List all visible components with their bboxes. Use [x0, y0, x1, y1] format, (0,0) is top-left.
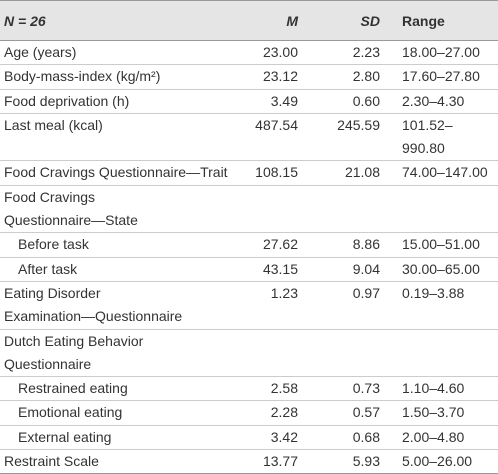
header-row: N = 26 M SD Range: [0, 0, 498, 41]
label-line: Age (years): [4, 44, 77, 60]
row-label: Food Cravings Questionnaire—Trait: [0, 160, 232, 186]
label-line: Examination—Questionnaire: [4, 308, 183, 325]
value-cell: 2.00–4.80: [384, 425, 498, 451]
label-line: Body-mass-index (kg/m²): [4, 68, 161, 85]
label-line: Dutch Eating Behavior: [4, 332, 144, 349]
header-cell: SD: [302, 0, 384, 41]
label-line: Restraint Scale: [4, 453, 99, 470]
label-line: Eating Disorder: [4, 284, 101, 301]
row-label: Food deprivation (h): [0, 89, 232, 114]
value-cell: 0.73: [302, 376, 384, 402]
value-cell: 15.00–51.00: [384, 232, 498, 258]
value-cell: 1.50–3.70: [384, 400, 498, 426]
label-line: Emotional eating: [18, 404, 123, 421]
value-cell: 0.60: [302, 89, 384, 114]
value-cell: 13.77: [232, 449, 302, 474]
value-cell: 0.68: [302, 425, 384, 451]
value-cell: 101.52–990.80: [384, 113, 498, 162]
value-cell: 17.60–27.80: [384, 64, 498, 90]
value-cell: 5.93: [302, 449, 384, 474]
value-cell: 0.57: [302, 400, 384, 426]
value-cell: 5.00–26.00: [384, 449, 498, 474]
table-body: Age (years) 23.00 2.23 18.00–27.00 Body-mass…: [0, 40, 498, 474]
label-line: Before task: [18, 236, 89, 253]
table-row: Food Cravings Questionnaire—State: [0, 185, 498, 234]
table-row: Eating Disorder Examination—Questionnaire…: [0, 281, 498, 330]
value-cell: [384, 329, 498, 378]
row-label: Emotional eating: [0, 400, 232, 426]
table-row: Emotional eating 2.28 0.57 1.50–3.70: [0, 400, 498, 426]
table-row: Before task 27.62 8.86 15.00–51.00: [0, 232, 498, 258]
row-label: Age (years): [0, 40, 232, 66]
value-cell: [384, 185, 498, 234]
table-row: Dutch Eating Behavior Questionnaire: [0, 329, 498, 378]
label-line: After task: [18, 260, 78, 277]
header-cell: M: [232, 0, 302, 41]
header-cell: N = 26: [0, 0, 232, 41]
header-cell: Range: [384, 0, 498, 41]
table-row: Restrained eating 2.58 0.73 1.10–4.60: [0, 376, 498, 402]
table-row: Food Cravings Questionnaire—Trait 108.15 2…: [0, 160, 498, 186]
value-cell: 9.04: [302, 257, 384, 282]
label-line: Last meal (kcal): [4, 116, 103, 133]
table-row: Age (years) 23.00 2.23 18.00–27.00: [0, 40, 498, 66]
value-cell: 18.00–27.00: [384, 40, 498, 66]
table-row: Restraint Scale 13.77 5.93 5.00–26.00: [0, 449, 498, 474]
table-row: Last meal (kcal) 487.54 245.59 101.52–990.8…: [0, 113, 498, 162]
value-cell: 0.19–3.88: [384, 281, 498, 330]
value-cell: 21.08: [302, 160, 384, 186]
label-line: Food Cravings Questionnaire—Trait: [4, 164, 228, 181]
value-cell: 245.59: [302, 113, 384, 162]
table-row: Body-mass-index (kg/m²) 23.12 2.80 17.60–27…: [0, 64, 498, 90]
row-label: Body-mass-index (kg/m²): [0, 64, 232, 90]
value-cell: 8.86: [302, 232, 384, 258]
value-cell: 23.00: [232, 40, 302, 66]
value-cell: 1.10–4.60: [384, 376, 498, 402]
value-cell: 1.23: [232, 281, 302, 330]
value-cell: 2.58: [232, 376, 302, 402]
label-line: Questionnaire—State: [4, 212, 138, 229]
value-cell: 108.15: [232, 160, 302, 186]
table-row: External eating 3.42 0.68 2.00–4.80: [0, 425, 498, 451]
value-cell: 30.00–65.00: [384, 257, 498, 282]
value-cell: 3.49: [232, 89, 302, 114]
label-line: Food Cravings: [4, 188, 96, 205]
value-cell: 487.54: [232, 113, 302, 162]
value-cell: 2.23: [302, 40, 384, 66]
value-cell: [232, 329, 302, 378]
label-line: Questionnaire: [4, 355, 92, 372]
row-label: Food Cravings Questionnaire—State: [0, 185, 232, 234]
label-line: Restrained eating: [18, 380, 128, 397]
row-label: Last meal (kcal): [0, 113, 232, 162]
label-line: Food deprivation (h): [4, 92, 130, 109]
row-label: External eating: [0, 425, 232, 451]
value-cell: 23.12: [232, 64, 302, 90]
value-cell: 27.62: [232, 232, 302, 258]
label-line: External eating: [18, 428, 112, 445]
value-cell: 2.30–4.30: [384, 89, 498, 114]
value-cell: [232, 185, 302, 234]
value-cell: 3.42: [232, 425, 302, 451]
table-row: After task 43.15 9.04 30.00–65.00: [0, 257, 498, 282]
row-label: Before task: [0, 232, 232, 258]
value-cell: 43.15: [232, 257, 302, 282]
row-label: Restrained eating: [0, 376, 232, 402]
value-cell: 74.00–147.00: [384, 160, 498, 186]
row-label: Eating Disorder Examination—Questionnaire: [0, 281, 232, 330]
value-cell: 2.80: [302, 64, 384, 90]
table-row: Food deprivation (h) 3.49 0.60 2.30–4.30: [0, 89, 498, 114]
row-label: Restraint Scale: [0, 449, 232, 474]
row-label: Dutch Eating Behavior Questionnaire: [0, 329, 232, 378]
value-cell: 2.28: [232, 400, 302, 426]
value-cell: [302, 329, 384, 378]
row-label: After task: [0, 257, 232, 282]
value-cell: 0.97: [302, 281, 384, 330]
value-cell: [302, 185, 384, 234]
